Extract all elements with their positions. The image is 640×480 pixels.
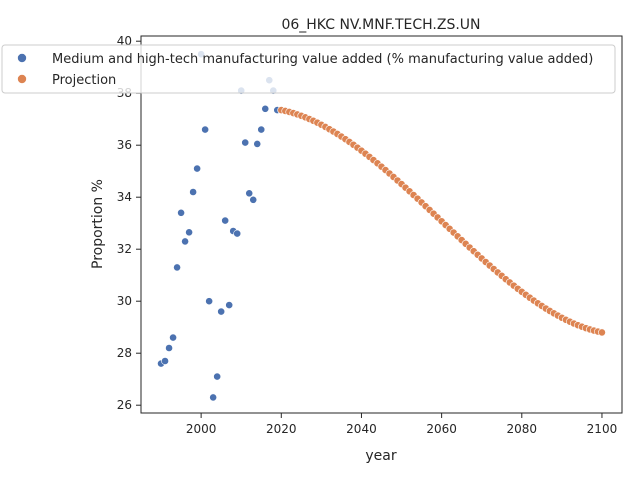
data-point <box>165 344 173 352</box>
y-tick-label: 28 <box>117 346 132 360</box>
y-tick-label: 30 <box>117 294 132 308</box>
plot-area <box>140 35 623 414</box>
x-axis: 2000 2020 2040 2060 2080 2100 <box>186 413 617 436</box>
data-point <box>189 188 198 196</box>
projection-point <box>598 328 606 337</box>
legend-label-projection: Projection <box>52 73 116 88</box>
y-axis: 2628303234363840 <box>117 34 141 412</box>
y-tick-label: 34 <box>117 190 132 204</box>
y-tick-label: 36 <box>117 138 132 152</box>
data-point <box>193 164 202 173</box>
data-point <box>181 237 189 246</box>
legend-label-medium-high-tech: Medium and high-tech manufacturing value… <box>52 52 593 67</box>
y-tick-label: 26 <box>117 398 132 412</box>
data-point <box>241 138 250 147</box>
data-point <box>221 216 230 225</box>
x-tick-label: 2100 <box>587 422 618 436</box>
x-tick-label: 2080 <box>507 422 538 436</box>
data-point <box>261 104 270 113</box>
data-point <box>205 297 214 306</box>
points-layer <box>157 50 606 402</box>
y-axis-label: Proportion % <box>90 179 106 269</box>
legend-box <box>1 44 616 94</box>
x-tick-label: 2060 <box>426 422 457 436</box>
data-point <box>225 301 234 309</box>
data-point <box>173 263 181 272</box>
data-point <box>213 372 222 381</box>
x-tick-label: 2040 <box>346 422 377 436</box>
legend: Medium and high-tech manufacturing value… <box>1 44 616 94</box>
data-point <box>245 189 254 198</box>
data-point <box>169 333 177 342</box>
x-tick-label: 2000 <box>186 422 217 436</box>
data-point <box>161 357 169 365</box>
data-point <box>185 228 193 237</box>
data-point <box>257 125 266 134</box>
data-point <box>249 195 258 204</box>
legend-marker-medium-high-tech <box>17 53 27 63</box>
data-point <box>201 125 210 134</box>
chart-title: 06_HKC NV.MNF.TECH.ZS.UN <box>281 17 480 33</box>
x-axis-label: year <box>365 448 396 464</box>
data-point <box>177 208 185 217</box>
data-point <box>233 229 242 238</box>
data-point <box>253 139 262 148</box>
y-tick-label: 32 <box>117 242 132 256</box>
data-point <box>209 393 218 402</box>
x-tick-label: 2020 <box>266 422 297 436</box>
legend-marker-projection <box>17 74 27 84</box>
data-point <box>217 307 226 316</box>
